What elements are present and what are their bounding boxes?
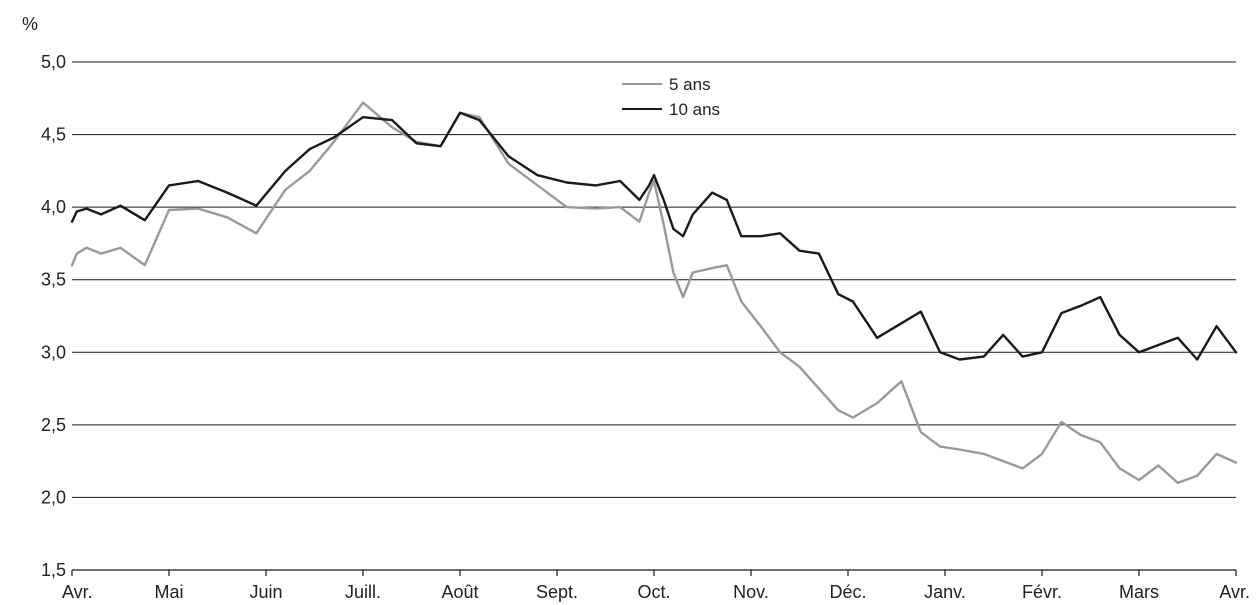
y-tick-label: 3,5 — [41, 270, 66, 290]
x-tick-label: Déc. — [829, 582, 866, 602]
y-tick-label: 4,5 — [41, 125, 66, 145]
series-line-ten-year — [70, 111, 1238, 361]
x-tick-label: Juin — [249, 582, 282, 602]
y-tick-label: 4,0 — [41, 197, 66, 217]
x-tick-label: Avr. — [1219, 582, 1250, 602]
x-tick-label: Août — [441, 582, 478, 602]
legend-label: 10 ans — [669, 100, 720, 119]
y-axis-ticks: 5,0 4,5 4,0 3,5 3,0 2,5 2,0 1,5 — [41, 52, 66, 580]
x-tick-label: Avr. — [62, 582, 93, 602]
y-tick-label: 2,0 — [41, 487, 66, 507]
x-tick-label: Nov. — [733, 582, 769, 602]
x-tick-label: Sept. — [536, 582, 578, 602]
y-tick-label: 3,0 — [41, 342, 66, 362]
x-tick-label: Févr. — [1022, 582, 1062, 602]
x-axis: Avr. Mai Juin Juill. Août Sept. Oct. Nov. Déc. Ja… — [62, 569, 1250, 602]
y-tick-label: 1,5 — [41, 560, 66, 580]
x-tick-label: Oct. — [637, 582, 670, 602]
x-tick-label: Mars — [1119, 582, 1159, 602]
legend-label: 5 ans — [669, 75, 711, 94]
x-tick-label: Juill. — [345, 582, 381, 602]
series-lines — [70, 101, 1238, 485]
x-tick-label: Janv. — [924, 582, 966, 602]
y-tick-label: 2,5 — [41, 415, 66, 435]
y-tick-label: 5,0 — [41, 52, 66, 72]
y-gridlines — [72, 61, 1236, 498]
x-tick-label: Mai — [154, 582, 183, 602]
y-unit-label: % — [22, 14, 38, 34]
legend: 5 ans 10 ans — [622, 75, 720, 119]
series-line-five-year — [70, 101, 1238, 485]
